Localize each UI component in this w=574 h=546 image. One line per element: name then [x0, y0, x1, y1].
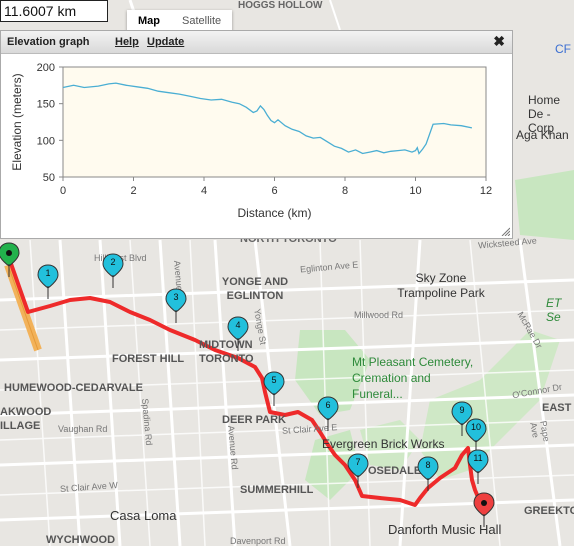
- marker-dot: [481, 500, 487, 506]
- park-area: [420, 330, 560, 480]
- map-pin-icon: [467, 449, 489, 484]
- marker-dot: [6, 250, 12, 256]
- x-axis-label: Distance (km): [237, 206, 311, 220]
- y-tick-label: 50: [43, 172, 55, 184]
- waypoint-marker[interactable]: 2: [102, 253, 124, 289]
- x-tick-label: 6: [271, 185, 277, 197]
- park-area: [515, 170, 574, 240]
- elevation-panel: Elevation graph Help Update ✖ 0 2 4 6 8 10 12 5…: [0, 30, 513, 239]
- x-tick-label: 2: [130, 185, 136, 197]
- waypoint-marker[interactable]: 1: [37, 264, 59, 300]
- elevation-chart: 0 2 4 6 8 10 12 50 100 150 200 Distance (km) Elevati…: [10, 62, 492, 220]
- waypoint-marker[interactable]: 4: [227, 316, 249, 352]
- waypoint-marker[interactable]: 5: [263, 371, 285, 407]
- waypoint-marker[interactable]: 11: [467, 449, 489, 485]
- map-pin-icon: [37, 264, 59, 299]
- elevation-line: [62, 82, 473, 155]
- marker-label: 7: [355, 457, 361, 467]
- y-axis-label: Elevation (meters): [10, 73, 24, 170]
- close-icon[interactable]: ✖: [493, 33, 505, 49]
- marker-label: 10: [470, 422, 481, 432]
- x-tick-label: 12: [480, 185, 492, 197]
- map-pin-icon: [0, 242, 20, 277]
- resize-grip-icon[interactable]: [500, 226, 510, 236]
- marker-label: 3: [173, 292, 179, 302]
- elevation-panel-header: Elevation graph Help Update ✖: [1, 31, 512, 54]
- x-tick-label: 0: [60, 185, 66, 197]
- map-pin-icon: [317, 396, 339, 431]
- map-pin-icon: [417, 456, 439, 491]
- map-type-control: Map Satellite: [127, 10, 233, 32]
- marker-label: 4: [235, 320, 241, 330]
- marker-label: 2: [110, 257, 116, 267]
- x-tick-label: 10: [409, 185, 421, 197]
- y-tick-label: 200: [37, 62, 55, 74]
- y-tick-label: 150: [37, 99, 55, 111]
- distance-display: 11.6007 km: [0, 0, 108, 22]
- start-marker[interactable]: [0, 242, 20, 278]
- x-tick-label: 4: [201, 185, 207, 197]
- map-pin-icon: [347, 453, 369, 488]
- marker-label: 5: [271, 375, 277, 385]
- waypoint-marker[interactable]: 9: [451, 401, 473, 437]
- update-link[interactable]: Update: [147, 36, 185, 48]
- map-pin-icon: [473, 492, 495, 527]
- map-pin-icon: [165, 288, 187, 323]
- map-pin-icon: [263, 371, 285, 406]
- help-link[interactable]: Help: [115, 36, 139, 48]
- marker-label: 6: [325, 400, 331, 410]
- waypoint-marker[interactable]: 6: [317, 396, 339, 432]
- marker-label: 1: [45, 268, 51, 278]
- marker-label: 9: [459, 405, 465, 415]
- map-pin-icon: [451, 401, 473, 436]
- map-type-map-button[interactable]: Map: [138, 15, 160, 27]
- route-line: [7, 256, 480, 507]
- map-pin-icon: [227, 316, 249, 351]
- x-tick-label: 8: [342, 185, 348, 197]
- waypoint-marker[interactable]: 8: [417, 456, 439, 492]
- marker-label: 11: [473, 453, 483, 463]
- waypoint-marker[interactable]: 3: [165, 288, 187, 324]
- end-marker[interactable]: [473, 492, 495, 528]
- map-type-satellite-button[interactable]: Satellite: [182, 15, 222, 27]
- elevation-panel-title: Elevation graph: [7, 36, 90, 48]
- park-area: [295, 330, 370, 415]
- map-pin-icon: [102, 253, 124, 288]
- waypoint-marker[interactable]: 7: [347, 453, 369, 489]
- y-tick-label: 100: [37, 135, 55, 147]
- marker-label: 8: [425, 460, 431, 470]
